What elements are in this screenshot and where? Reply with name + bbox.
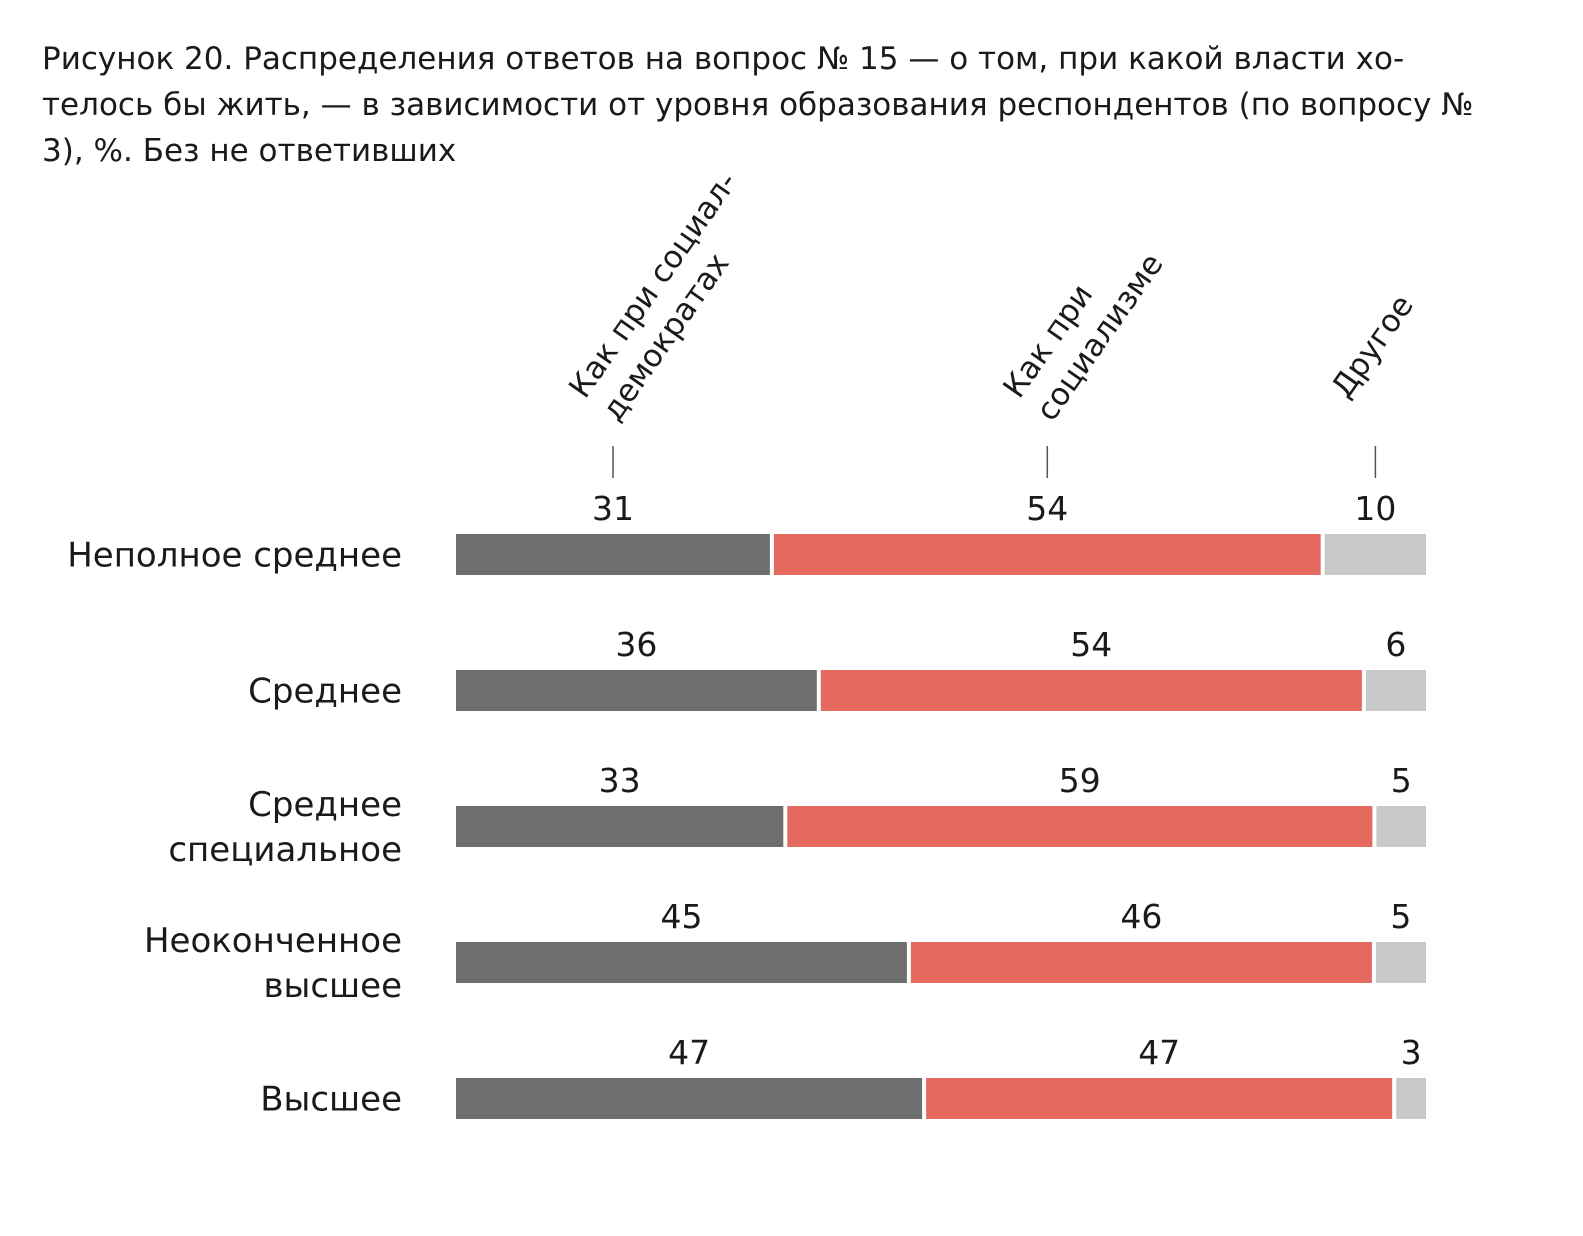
- data-label: 47: [1138, 1033, 1180, 1072]
- data-label: 45: [661, 897, 703, 936]
- category-label: Неполное среднее: [67, 536, 402, 576]
- category-label: специальное: [168, 830, 402, 870]
- series-label: Другое: [1324, 288, 1420, 404]
- bar-segment: [1376, 806, 1426, 847]
- bar-segment: [926, 1078, 1393, 1119]
- series-label-line: Другое: [1324, 288, 1420, 404]
- bar-segment: [456, 670, 817, 711]
- data-label: 33: [599, 761, 641, 800]
- bar-segment: [1375, 942, 1426, 983]
- bar-segment: [773, 534, 1321, 575]
- category-label: Высшее: [260, 1080, 402, 1120]
- bar-segment: [1396, 1078, 1426, 1119]
- bar-segment: [910, 942, 1372, 983]
- data-label: 3: [1401, 1033, 1422, 1072]
- data-label: 5: [1390, 897, 1411, 936]
- chart-title: Рисунок 20. Распределения ответов на воп…: [42, 41, 1474, 169]
- data-label: 46: [1120, 897, 1162, 936]
- data-label: 47: [668, 1033, 710, 1072]
- bar-segment: [456, 534, 770, 575]
- bar-segment: [456, 1078, 923, 1119]
- series-label: Как при социал-демократах: [562, 165, 777, 427]
- data-label: 36: [615, 625, 657, 664]
- data-label: 10: [1354, 489, 1396, 528]
- category-label: Среднее: [248, 785, 402, 825]
- data-label: 54: [1070, 625, 1112, 664]
- category-label: высшее: [263, 966, 402, 1006]
- bar-segment: [787, 806, 1373, 847]
- bar-segment: [456, 942, 907, 983]
- data-label: 31: [592, 489, 634, 528]
- data-label: 6: [1385, 625, 1406, 664]
- bar-segment: [820, 670, 1362, 711]
- data-label: 5: [1391, 761, 1412, 800]
- category-label: Неоконченное: [144, 921, 402, 961]
- category-label: Среднее: [248, 672, 402, 712]
- data-label: 59: [1059, 761, 1101, 800]
- bar-segment: [1365, 670, 1426, 711]
- series-label: Как присоциализме: [996, 224, 1170, 427]
- data-label: 54: [1026, 489, 1068, 528]
- bar-segment: [1324, 534, 1426, 575]
- bar-segment: [456, 806, 784, 847]
